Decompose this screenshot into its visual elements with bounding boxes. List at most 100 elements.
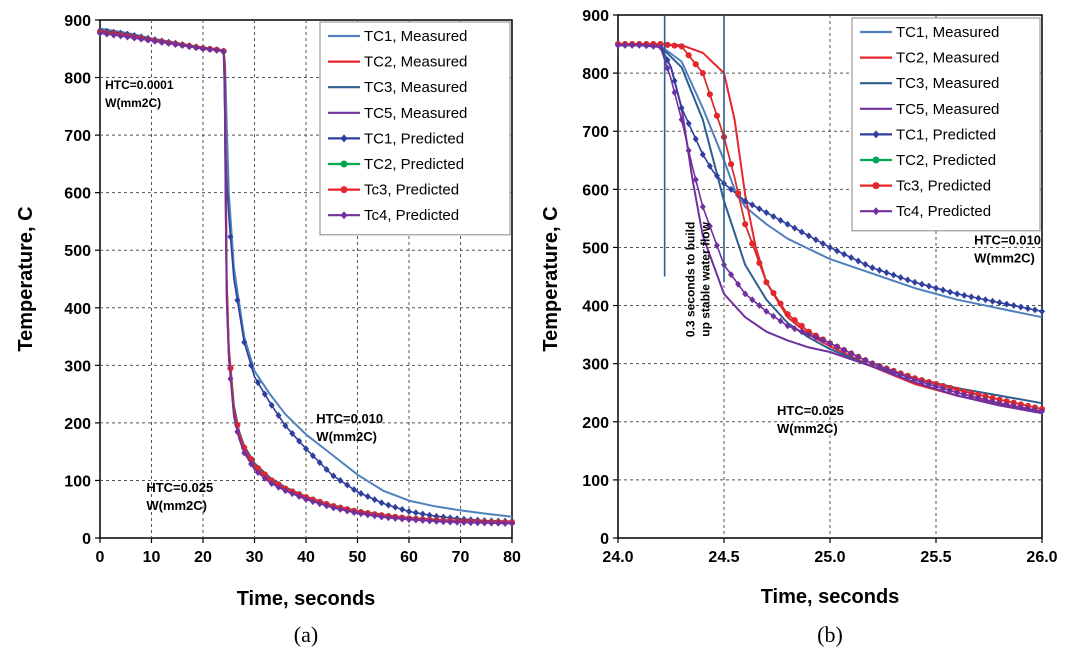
data-point [447,518,454,526]
data-point [777,317,784,325]
data-point [234,296,241,304]
data-point [742,197,749,205]
data-point [296,437,303,445]
x-tick-label: 25.5 [920,549,951,566]
data-point [1024,405,1031,413]
data-point [692,135,699,143]
data-point [426,517,433,525]
data-point [371,512,378,520]
data-point [961,291,968,299]
data-point [138,35,145,43]
data-point [316,459,323,467]
data-point [777,216,784,224]
htc-annotation: HTC=0.0001 [105,78,174,92]
data-point [357,489,364,497]
data-point [165,39,172,47]
data-point [770,212,777,220]
x-tick-label: 50 [349,549,367,566]
data-point [103,30,110,38]
data-point [650,42,657,50]
data-point [855,257,862,265]
data-point [412,516,419,524]
data-point [440,518,447,526]
data-point [989,297,996,305]
htc-annotation: W(mm2C) [777,421,838,436]
legend-item: TC3, Measured [328,79,467,96]
data-point [344,507,351,515]
legend-item: TC1, Measured [328,28,467,45]
data-point [911,278,918,286]
x-tick-label: 0 [96,549,105,566]
data-point [763,209,770,217]
data-point [1039,307,1045,315]
data-point [791,325,798,333]
data-point [1024,304,1031,312]
data-point [749,240,756,247]
data-point [151,37,158,45]
data-point [940,384,947,392]
data-point [392,503,399,511]
data-point [275,483,282,491]
data-point [664,41,671,48]
y-tick-label: 100 [582,473,609,490]
data-point [784,220,791,228]
data-point [179,42,186,50]
data-point [841,250,848,258]
legend-item: TC3, Measured [860,75,999,92]
legend-label: TC1, Measured [364,28,467,45]
data-point [664,64,671,72]
x-tick-label: 30 [246,549,264,566]
data-point [254,465,261,472]
data-point [770,312,777,320]
y-tick-label: 800 [64,71,91,88]
data-point [756,205,763,213]
data-point [268,401,275,409]
data-point [706,162,713,170]
data-point [819,240,826,248]
data-point [933,284,939,292]
legend-item: TC5, Measured [860,101,999,118]
series-group-b [615,41,1045,415]
data-point [124,33,131,41]
data-point [728,185,735,193]
legend-label: TC2, Measured [364,54,467,71]
data-point [615,41,621,49]
data-point [855,353,862,361]
data-point [117,32,124,40]
x-tick-label: 80 [503,549,521,566]
data-point [699,150,706,158]
legend-label: TC5, Measured [896,101,999,118]
y-tick-label: 200 [582,415,609,432]
data-point [316,500,323,508]
y-tick-label: 0 [82,531,91,548]
data-point [841,346,848,354]
data-point [982,296,989,304]
chart-b: 24.0 24.5 25.0 25.5 26.0 0 100 200 300 400 500 600 7… [540,8,1058,647]
y-tick-label: 600 [582,182,609,199]
data-point [158,38,165,46]
series-tc1-measured [618,44,1043,319]
ticks-a: 0 10 20 30 40 50 60 70 8001002003004005006007008… [64,13,521,566]
legend-item: Tc3, Predicted [328,182,459,199]
x-axis-title-b: Time, seconds [761,586,900,608]
legend-label: Tc4, Predicted [364,207,459,224]
x-tick-label: 20 [194,549,212,566]
data-point [678,116,685,124]
data-point [947,288,954,296]
legend-label: Tc3, Predicted [364,182,459,199]
data-point [1031,306,1038,314]
data-point [940,286,947,294]
x-tick-label: 60 [400,549,418,566]
data-point [131,34,138,42]
legend-label: TC5, Measured [364,105,467,122]
data-point [996,299,1003,307]
data-point [495,519,502,527]
data-point [770,289,777,296]
data-point [200,45,206,53]
data-point [954,290,961,298]
data-point [805,331,812,339]
data-point [671,77,678,85]
data-point [1017,403,1024,411]
data-point [706,91,713,98]
y-tick-label: 500 [582,240,609,257]
